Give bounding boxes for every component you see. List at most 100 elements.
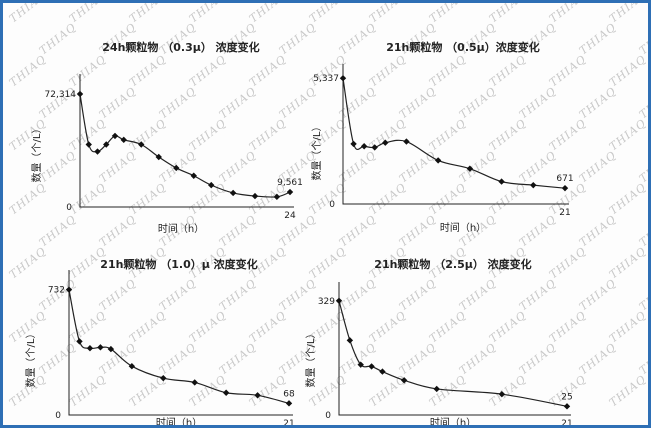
data-point-4 (97, 344, 104, 351)
watermark-text-103: THIAQ (277, 276, 319, 313)
data-point-2 (76, 338, 83, 345)
watermark-text-119: THIAQ (547, 308, 589, 345)
watermark-text-68: THIAQ (127, 180, 169, 217)
data-point-7 (433, 385, 440, 393)
watermark-text-101: THIAQ (157, 276, 199, 313)
watermark-text-31: THIAQ (547, 52, 589, 89)
data-point-6 (403, 138, 410, 145)
watermark-text-48: THIAQ (247, 116, 289, 153)
axis-lines (338, 282, 571, 416)
watermark-text-127: THIAQ (397, 340, 439, 377)
watermark-text-66: THIAQ (7, 180, 49, 217)
watermark-text-118: THIAQ (487, 308, 529, 345)
data-point-1 (65, 286, 73, 293)
watermark-text-40: THIAQ (457, 84, 499, 121)
chart-title: 24h颗粒物 （0.3μ） 浓度变化 (102, 40, 259, 54)
watermark-text-26: THIAQ (247, 52, 289, 89)
data-point-15 (286, 188, 294, 196)
data-point-12 (229, 189, 237, 197)
y-zero-label: 0 (325, 411, 331, 421)
watermark-text-129: THIAQ (517, 340, 559, 377)
data-point-5 (379, 368, 386, 375)
watermark-text-47: THIAQ (187, 116, 229, 153)
watermark-text-1: THIAQ (67, 3, 109, 25)
watermark-text-85: THIAQ (517, 212, 559, 249)
watermark-text-82: THIAQ (337, 212, 379, 249)
watermark-text-29: THIAQ (427, 52, 469, 89)
data-point-2 (350, 140, 357, 148)
watermark-text-25: THIAQ (187, 52, 229, 89)
y-axis-label: 数量（个/L） (310, 122, 323, 181)
watermark-text-11: THIAQ (37, 20, 79, 57)
watermark-text-2: THIAQ (127, 3, 169, 25)
watermark-text-4: THIAQ (247, 3, 289, 25)
data-label-last: 9,561 (277, 178, 303, 188)
data-point-10 (190, 172, 197, 179)
watermark-text-37: THIAQ (277, 84, 319, 121)
watermark-text-105: THIAQ (397, 276, 439, 313)
watermark-text-73: THIAQ (427, 180, 469, 217)
x-axis-label: 时间（h） (156, 416, 202, 425)
watermark-text-58: THIAQ (217, 148, 259, 185)
data-point-6 (128, 362, 136, 370)
watermark-text-88: THIAQ (7, 244, 49, 281)
watermark-text-20: THIAQ (577, 20, 619, 57)
watermark-layer: THIAQ THIAQ THIAQ THIAQ THIAQ THIAQ THIAQ THIAQ… (7, 3, 648, 409)
data-point-9 (563, 403, 571, 410)
watermark-text-97: THIAQ (547, 244, 589, 281)
watermark-text-22: THIAQ (7, 52, 49, 89)
watermark-text-3: THIAQ (187, 3, 229, 25)
data-label-last: 25 (561, 392, 572, 402)
watermark-text-104: THIAQ (337, 276, 379, 313)
data-point-8 (191, 379, 198, 386)
data-point-3 (86, 345, 94, 352)
chart-2: 21h颗粒物 （0.5μ）浓度变化 0 21 时间（h） 数量（个/L） 5,337 671 (310, 40, 574, 234)
watermark-text-10: THIAQ (607, 3, 648, 25)
data-point-3 (357, 361, 364, 368)
data-point-7 (160, 374, 167, 382)
watermark-text-36: THIAQ (217, 84, 259, 121)
axis-lines (79, 74, 294, 208)
data-point-9 (498, 178, 505, 185)
data-label-first: 72,314 (45, 90, 77, 100)
watermark-text-109: THIAQ (637, 276, 648, 313)
watermark-text-116: THIAQ (367, 308, 409, 345)
data-point-1 (76, 90, 84, 98)
watermark-text-6: THIAQ (367, 3, 409, 25)
watermark-text-16: THIAQ (337, 20, 379, 57)
watermark-text-122: THIAQ (97, 340, 139, 377)
watermark-text-100: THIAQ (97, 276, 139, 313)
data-point-7 (138, 141, 145, 148)
watermark-text-42: THIAQ (577, 84, 619, 121)
x-axis-label: 时间（h） (430, 416, 476, 425)
watermark-text-128: THIAQ (457, 340, 499, 377)
data-point-5 (382, 139, 389, 146)
watermark-text-32: THIAQ (607, 52, 648, 89)
y-axis-label: 数量（个/L） (304, 329, 317, 388)
watermark-text-80: THIAQ (217, 212, 259, 249)
watermark-text-30: THIAQ (487, 52, 529, 89)
watermark-text-34: THIAQ (97, 84, 139, 121)
watermark-text-133: THIAQ (67, 372, 109, 409)
x-end-label: 24 (284, 211, 296, 221)
watermark-text-28: THIAQ (367, 52, 409, 89)
data-point-11 (285, 400, 293, 407)
x-axis-label: 时间（h） (440, 221, 486, 234)
data-label-last: 68 (283, 389, 295, 399)
data-point-11 (561, 184, 569, 192)
charts-canvas: THIAQ THIAQ THIAQ THIAQ THIAQ THIAQ THIAQ THIAQ… (7, 3, 648, 425)
watermark-text-35: THIAQ (157, 84, 199, 121)
y-zero-label: 0 (55, 411, 61, 421)
data-point-4 (368, 363, 375, 370)
data-point-10 (254, 392, 261, 399)
watermark-text-130: THIAQ (577, 340, 619, 377)
data-point-9 (173, 164, 180, 172)
chart-3: 21h颗粒物 （1.0）μ 浓度变化 0 21 时间（h） 数量（个/L） 732 68 (24, 257, 295, 425)
axis-lines (342, 64, 569, 205)
data-point-9 (222, 389, 230, 396)
watermark-text-76: THIAQ (607, 180, 648, 217)
watermark-text-0: THIAQ (7, 3, 49, 25)
watermark-text-67: THIAQ (67, 180, 109, 217)
watermark-text-15: THIAQ (277, 20, 319, 57)
watermark-text-64: THIAQ (577, 148, 619, 185)
